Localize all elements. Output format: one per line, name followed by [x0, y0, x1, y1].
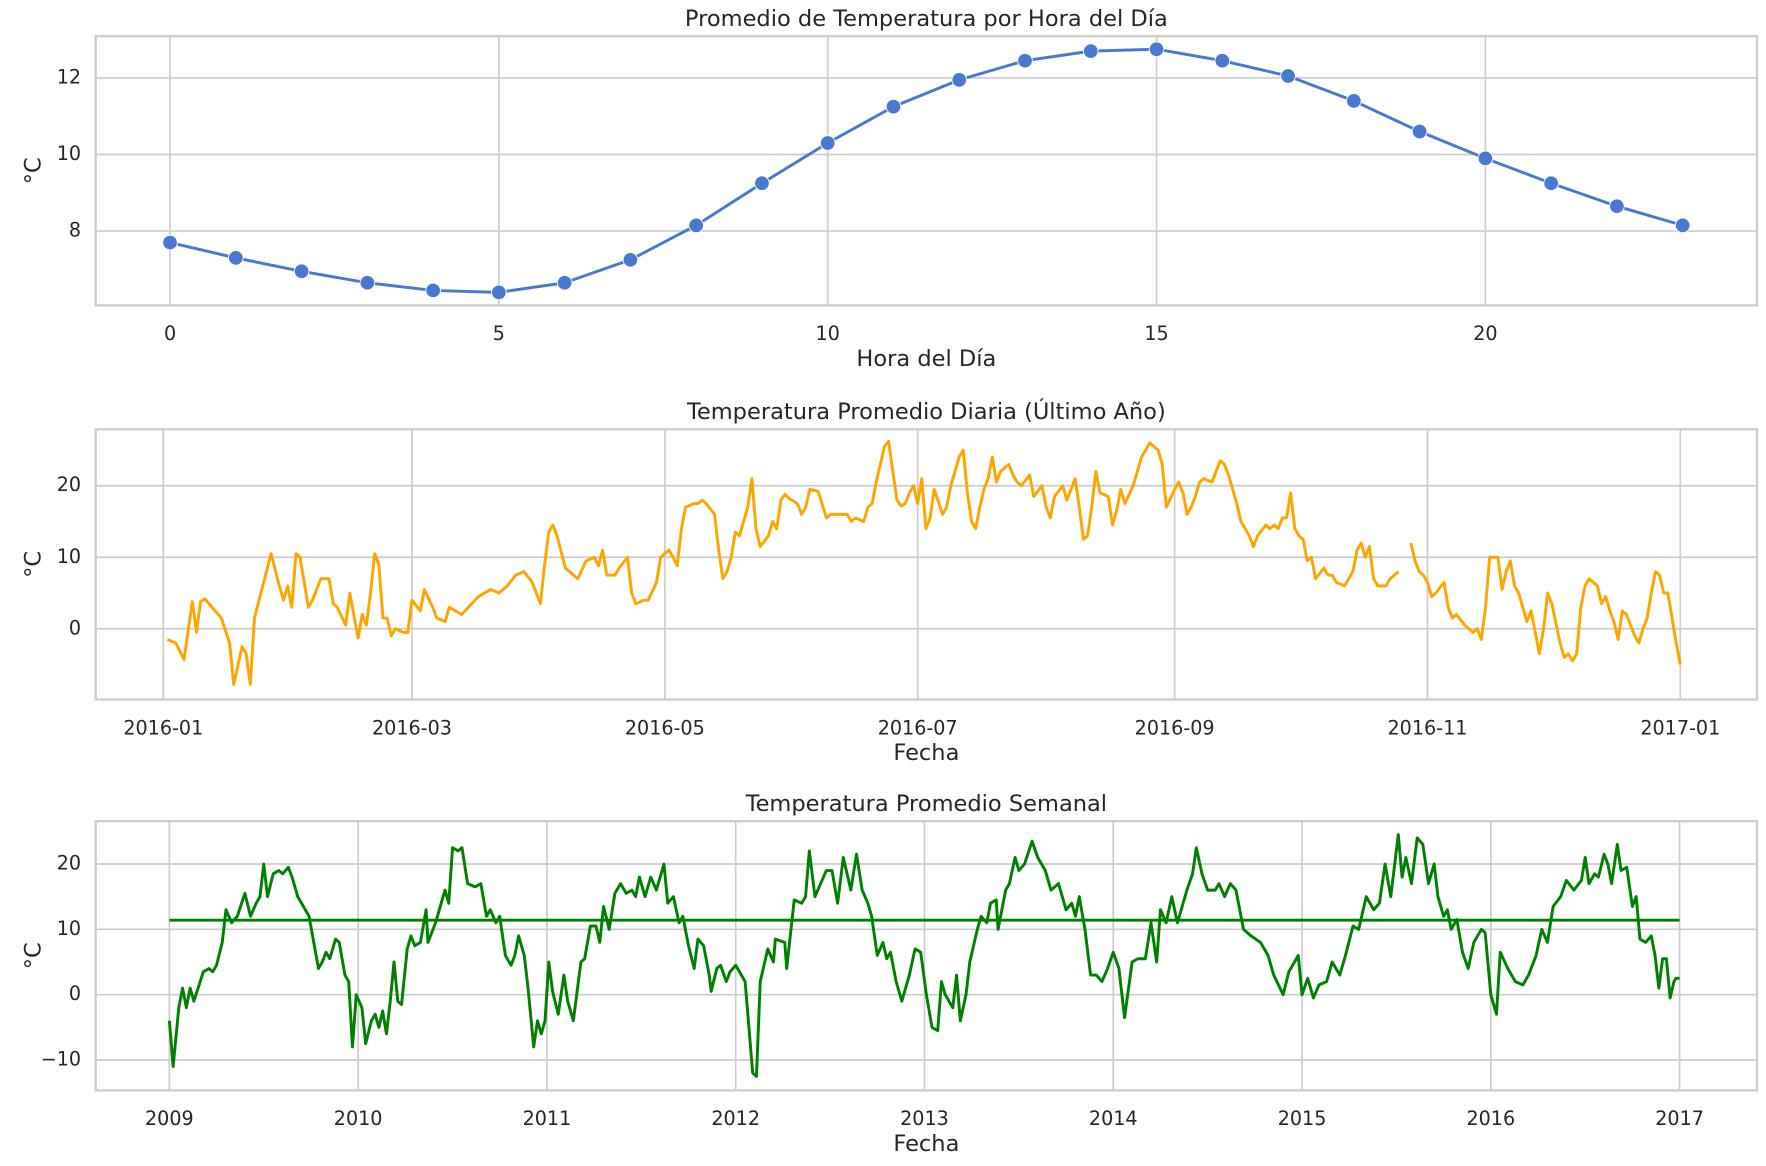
data-point — [1477, 150, 1494, 167]
data-point — [1674, 217, 1691, 234]
data-point — [885, 98, 902, 115]
x-tick-label: 2012 — [711, 1107, 760, 1130]
x-tick-label: 20 — [1473, 322, 1497, 345]
data-point — [162, 234, 178, 251]
x-tick-label: 2016-11 — [1388, 716, 1468, 739]
data-point — [951, 72, 968, 88]
y-axis-label: °C — [20, 157, 46, 184]
y-tick-label: 12 — [57, 65, 81, 88]
data-point — [1083, 43, 1099, 59]
x-tick-label: 2016 — [1466, 1107, 1515, 1130]
x-tick-label: 2010 — [334, 1107, 383, 1130]
data-point — [425, 282, 441, 299]
data-point — [1411, 123, 1428, 140]
data-point — [293, 263, 310, 280]
data-point — [622, 252, 639, 268]
x-tick-label: 2009 — [145, 1107, 194, 1130]
data-point — [1346, 93, 1362, 109]
x-tick-label: 2016-05 — [625, 716, 705, 739]
y-tick-label: −10 — [41, 1048, 81, 1071]
data-line — [169, 47, 1684, 294]
y-tick-label: 10 — [57, 142, 81, 165]
chart-title: Temperatura Promedio Diaria (Último Año) — [686, 397, 1166, 425]
data-point — [556, 275, 573, 291]
y-tick-label: 10 — [57, 545, 81, 568]
plot-frame — [94, 428, 1759, 701]
data-line — [167, 833, 1680, 1078]
x-tick-label: 2017 — [1655, 1107, 1704, 1130]
x-tick-label: 5 — [493, 322, 505, 345]
data-point — [228, 250, 244, 266]
x-tick-label: 2013 — [900, 1107, 949, 1130]
y-axis-label: °C — [20, 551, 46, 578]
data-point — [1543, 175, 1559, 191]
chart-title: Promedio de Temperatura por Hora del Día — [685, 6, 1168, 32]
x-tick-label: 15 — [1144, 322, 1168, 345]
data-point — [1148, 41, 1165, 57]
data-point — [359, 275, 376, 291]
y-tick-label: 20 — [57, 473, 81, 496]
x-tick-label: 2015 — [1278, 1107, 1327, 1130]
data-point — [819, 135, 836, 151]
data-point — [1280, 68, 1296, 84]
y-axis-label: °C — [20, 942, 46, 969]
y-tick-label: 0 — [69, 982, 81, 1005]
data-point — [1017, 52, 1033, 69]
data-point — [688, 217, 704, 234]
x-tick-label: 2016-01 — [123, 716, 203, 739]
x-tick-label: 2016-03 — [372, 716, 452, 739]
data-point — [1214, 52, 1231, 69]
data-line — [166, 439, 1682, 687]
plot-frame — [94, 35, 1759, 307]
x-axis-label: Fecha — [893, 1131, 959, 1157]
y-tick-label: 0 — [69, 616, 81, 639]
x-axis-label: Fecha — [893, 740, 959, 766]
x-tick-label: 2016-09 — [1135, 716, 1215, 739]
data-point — [754, 175, 770, 191]
x-tick-label: 10 — [816, 322, 840, 345]
y-tick-label: 10 — [57, 917, 81, 940]
data-point — [1609, 198, 1625, 214]
x-tick-label: 2011 — [523, 1107, 572, 1130]
x-tick-label: 2014 — [1089, 1107, 1138, 1130]
x-tick-label: 2016-07 — [878, 716, 958, 739]
x-tick-label: 2017-01 — [1640, 716, 1720, 739]
chart-title: Temperatura Promedio Semanal — [745, 791, 1107, 817]
y-tick-label: 8 — [69, 219, 81, 242]
data-point — [491, 284, 507, 301]
x-tick-label: 0 — [164, 322, 176, 345]
plot-frame — [94, 820, 1759, 1092]
x-axis-label: Hora del Día — [856, 346, 996, 372]
y-tick-label: 20 — [57, 852, 81, 875]
